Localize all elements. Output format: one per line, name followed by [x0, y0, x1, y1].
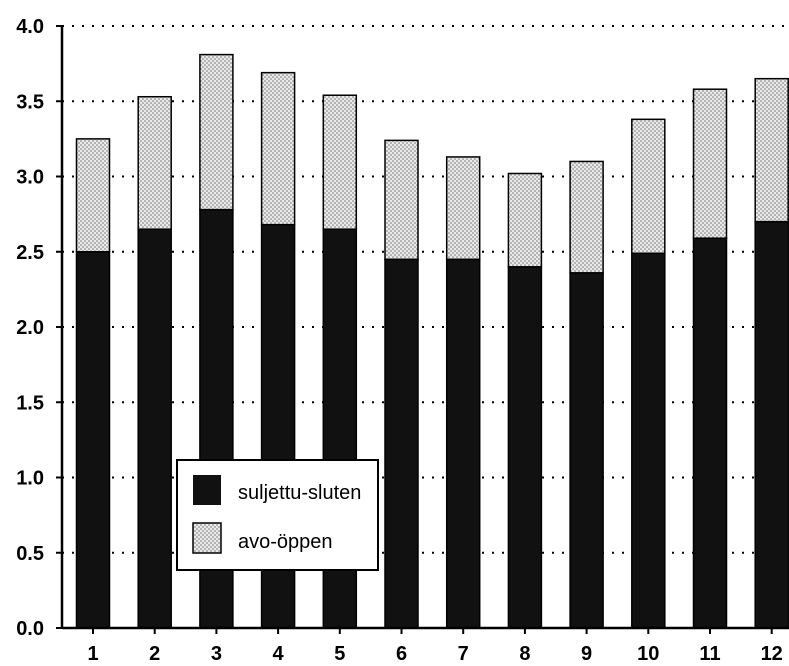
x-tick-label-12: 12 — [761, 643, 783, 665]
bar-segment-closed-1 — [75, 251, 111, 629]
bar-segment-closed-7 — [445, 258, 481, 629]
legend-swatch-closed — [193, 475, 221, 505]
legend-label-open: avo-öppen — [238, 531, 333, 553]
y-axis-tick-labels: 0.0 0.5 1.0 1.5 2.0 2.5 3.0 3.5 4.0 — [16, 16, 62, 640]
x-tick-label-3: 3 — [211, 643, 222, 665]
x-tick-label-4: 4 — [273, 643, 285, 665]
legend: suljettu-sluten avo-öppen — [176, 459, 379, 571]
bar-segment-open-6 — [384, 139, 419, 261]
y-tick-label: 4.0 — [16, 16, 44, 38]
bar-segment-open-3 — [199, 53, 234, 211]
y-tick-label: 3.5 — [16, 91, 44, 113]
bar-segment-open-12 — [754, 77, 789, 223]
bar-segment-open-2 — [137, 95, 172, 230]
bar-segment-closed-11 — [692, 237, 728, 629]
bar-segment-open-10 — [631, 118, 666, 255]
bar-segment-open-11 — [692, 88, 728, 239]
bar-segment-open-1 — [75, 138, 111, 253]
y-tick-label: 1.5 — [16, 392, 44, 414]
y-tick-label: 2.0 — [16, 317, 44, 339]
x-tick-label-8: 8 — [519, 643, 530, 665]
x-tick-label-2: 2 — [149, 643, 160, 665]
x-tick-label-11: 11 — [699, 643, 720, 665]
x-tick-label-6: 6 — [396, 643, 407, 665]
bars — [75, 53, 789, 629]
bar-segment-closed-8 — [507, 266, 543, 629]
y-tick-label: 1.0 — [16, 468, 44, 490]
bar-segment-closed-12 — [754, 220, 789, 629]
x-tick-label-9: 9 — [581, 643, 592, 665]
bar-segment-open-8 — [507, 172, 543, 268]
x-tick-label-10: 10 — [637, 643, 659, 665]
bar-segment-closed-9 — [569, 272, 604, 629]
x-tick-label-1: 1 — [87, 643, 98, 665]
bar-segment-closed-6 — [384, 258, 419, 629]
bar-segment-open-5 — [322, 94, 358, 230]
y-tick-label: 0.0 — [16, 618, 44, 640]
y-tick-label: 3.0 — [16, 167, 44, 189]
x-tick-label-5: 5 — [334, 643, 345, 665]
legend-label-closed: suljettu-sluten — [238, 482, 361, 504]
bar-segment-closed-2 — [137, 228, 172, 629]
y-tick-label: 2.5 — [16, 242, 44, 264]
legend-swatch-open — [192, 522, 222, 554]
bar-segment-open-9 — [569, 160, 604, 274]
bar-segment-open-4 — [260, 71, 296, 226]
y-tick-label: 0.5 — [16, 543, 44, 565]
bar-segment-closed-10 — [631, 252, 666, 629]
x-tick-label-7: 7 — [458, 643, 469, 665]
x-axis-tick-labels: 1 2 3 4 5 6 7 8 9 10 11 12 — [87, 628, 783, 665]
bar-segment-open-7 — [445, 156, 481, 261]
